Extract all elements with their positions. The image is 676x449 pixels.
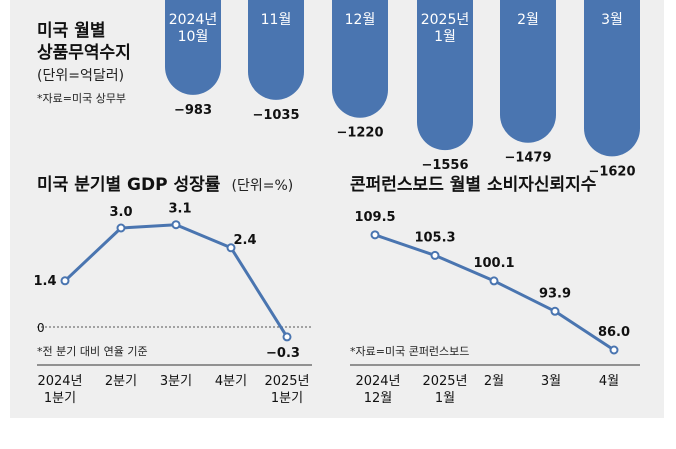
gdp-value-label: −0.3 xyxy=(266,346,300,361)
gdp-unit: (단위=%) xyxy=(232,178,294,194)
gdp-value-label: 1.4 xyxy=(33,274,56,289)
trade-bar-value-label: −1035 xyxy=(252,108,299,123)
gdp-x-tick-label: 4분기 xyxy=(215,374,247,389)
trade-bar xyxy=(417,0,473,151)
trade-bar-value-label: −1220 xyxy=(336,126,383,141)
trade-bar xyxy=(332,0,388,118)
gdp-x-tick-label: 1분기 xyxy=(44,391,76,406)
gdp-point xyxy=(116,223,126,233)
confidence-line-chart: 109.5 105.3 100.1 93.9 86.0 2024년 12월 2025년 1월 2월… xyxy=(354,210,630,406)
gdp-x-tick-label: 2025년 xyxy=(264,374,309,389)
confidence-source: *자료=미국 콘퍼런스보드 xyxy=(350,345,469,358)
gdp-note: *전 분기 대비 연율 기준 xyxy=(37,345,148,358)
confidence-x-tick-label: 3월 xyxy=(541,374,561,389)
trade-balance-source: *자료=미국 상무부 xyxy=(37,92,126,105)
gdp-x-tick-label: 3분기 xyxy=(160,374,192,389)
trade-bar-value-label: −1620 xyxy=(588,164,635,179)
trade-balance-title-line1: 미국 월별 xyxy=(37,21,105,41)
gdp-x-tick-label: 2024년 xyxy=(37,374,82,389)
gdp-zero-label: 0 xyxy=(37,321,45,335)
gdp-point xyxy=(60,276,70,286)
confidence-series-line xyxy=(374,233,615,352)
confidence-value-label: 93.9 xyxy=(539,286,571,301)
gdp-x-tick-label: 1분기 xyxy=(271,391,303,406)
trade-bar-category-label: 10월 xyxy=(178,29,209,45)
trade-bar-category-label: 2025년 xyxy=(421,12,470,28)
gdp-point xyxy=(282,332,292,342)
gdp-point xyxy=(226,243,236,253)
trade-bar-value-label: −1479 xyxy=(504,151,551,166)
trade-bar-category-label: 1월 xyxy=(434,29,456,45)
trade-bar xyxy=(248,0,304,100)
confidence-x-tick-label: 4월 xyxy=(599,374,619,389)
confidence-x-tick-label: 2월 xyxy=(484,374,504,389)
trade-bar-value-label: −983 xyxy=(174,103,212,118)
gdp-x-tick-label: 2분기 xyxy=(105,374,137,389)
confidence-point xyxy=(489,276,499,286)
confidence-point xyxy=(430,250,440,260)
gdp-line-chart: 1.4 3.0 3.1 2.4 −0.3 2024년 1분기 2분기 3분기 4분기 2025년 1분… xyxy=(33,202,309,406)
confidence-x-tick-label: 1월 xyxy=(435,391,455,406)
trade-bar xyxy=(584,0,640,157)
confidence-x-tick-label: 2025년 xyxy=(422,374,467,389)
confidence-point xyxy=(370,230,380,240)
gdp-value-label: 3.1 xyxy=(168,202,191,217)
trade-bar-category-label: 2월 xyxy=(517,12,539,28)
trade-bar xyxy=(165,0,221,95)
trade-bar xyxy=(500,0,556,143)
trade-bar-category-label: 2024년 xyxy=(169,12,218,28)
gdp-title-text: 미국 분기별 GDP 성장률 xyxy=(37,175,221,195)
gdp-title: 미국 분기별 GDP 성장률 (단위=%) xyxy=(37,175,293,195)
confidence-x-tick-label: 2024년 xyxy=(355,374,400,389)
confidence-value-label: 100.1 xyxy=(473,256,514,271)
gdp-point xyxy=(171,220,181,230)
confidence-point xyxy=(550,306,560,316)
confidence-value-label: 109.5 xyxy=(354,210,395,225)
trade-bar-category-label: 12월 xyxy=(345,12,376,28)
confidence-title: 콘퍼런스보드 월별 소비자신뢰지수 xyxy=(350,175,597,195)
confidence-value-label: 86.0 xyxy=(598,325,630,340)
gdp-value-label: 3.0 xyxy=(109,205,132,220)
trade-balance-unit: (단위=억달러) xyxy=(37,68,124,84)
confidence-point xyxy=(609,345,619,355)
trade-balance-title-line2: 상품무역수지 xyxy=(37,43,131,63)
trade-bar-category-label: 11월 xyxy=(261,12,292,28)
confidence-value-label: 105.3 xyxy=(414,230,455,245)
trade-bar-category-label: 3월 xyxy=(601,12,623,28)
gdp-value-label: 2.4 xyxy=(233,233,256,248)
confidence-x-tick-label: 12월 xyxy=(364,391,393,406)
trade-bar-value-label: −1556 xyxy=(421,158,468,173)
